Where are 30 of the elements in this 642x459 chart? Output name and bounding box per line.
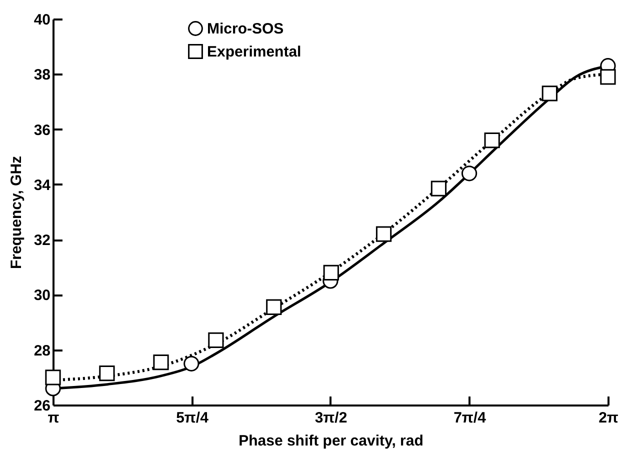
legend-label: Experimental — [207, 44, 302, 60]
y-axis-title: Frequency, GHz — [8, 156, 25, 270]
y-tick-label: 34 — [34, 176, 52, 194]
x-tick-label: 5π/4 — [176, 410, 210, 426]
x-axis-title: Phase shift per cavity, rad — [238, 432, 424, 450]
y-tick-label: 26 — [34, 398, 50, 414]
point — [153, 354, 169, 370]
point — [323, 264, 339, 280]
y-tick-label: 28 — [34, 342, 50, 360]
y-tick-label: 30 — [34, 287, 50, 304]
x-tick-label: 3π/2 — [314, 410, 348, 426]
point — [600, 69, 616, 85]
point — [184, 356, 200, 372]
point — [99, 365, 115, 382]
point — [430, 180, 447, 196]
x-tick-label: π — [48, 410, 60, 426]
point — [461, 166, 478, 182]
y-tick-label: 36 — [34, 122, 50, 139]
y-tick-label: 32 — [34, 232, 50, 250]
legend-label: Micro-SOS — [207, 20, 284, 38]
point — [45, 370, 61, 386]
y-tick-label: 38 — [34, 66, 50, 84]
x-tick-label: 7π/4 — [454, 410, 487, 426]
point — [266, 299, 282, 315]
point — [542, 86, 558, 102]
x-tick-label: 2π — [598, 410, 619, 426]
y-tick-label: 40 — [34, 12, 50, 28]
point — [376, 226, 392, 242]
point — [208, 332, 224, 348]
point — [484, 132, 500, 148]
